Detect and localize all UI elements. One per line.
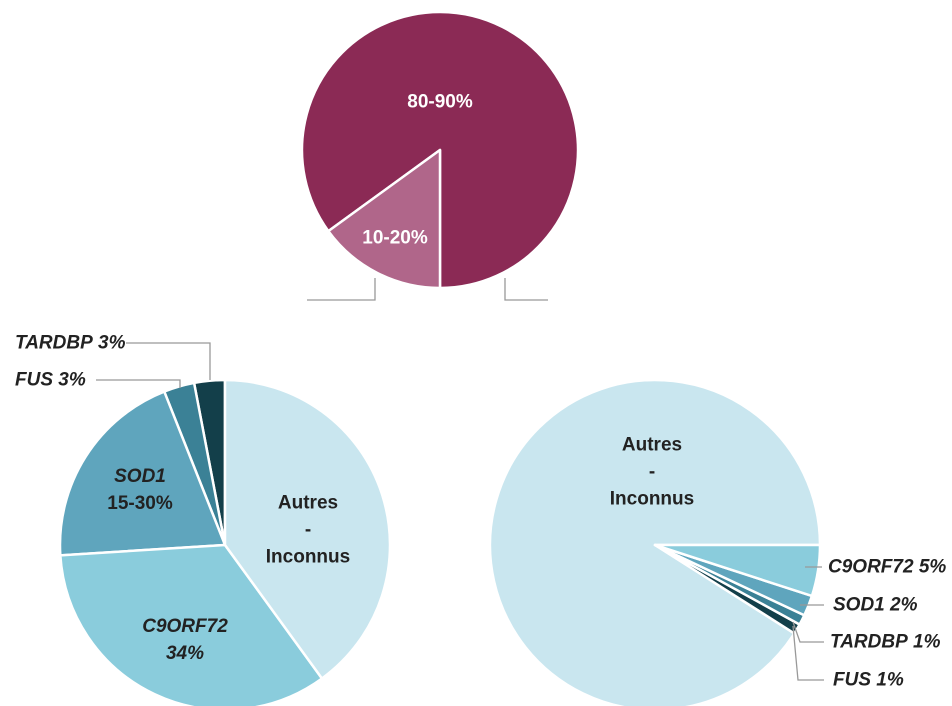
leader-line — [126, 342, 211, 380]
category-label: Autres - Inconnus — [609, 434, 695, 510]
pie-slice — [327, 148, 442, 290]
category-label: FUS — [15, 369, 53, 391]
leader-line — [96, 379, 181, 388]
slice-label: FUS 1% — [833, 667, 904, 694]
value-label: 3% — [58, 369, 86, 391]
pie-slice — [58, 390, 227, 557]
value-label: 1% — [876, 669, 904, 691]
category-label: Autres - Inconnus — [265, 492, 351, 568]
slice-label: Autres - Inconnus — [610, 432, 694, 513]
value-label: 80-90% — [407, 91, 473, 113]
leader-line — [504, 278, 548, 301]
pie-slice — [59, 543, 324, 706]
value-label: 10-20% — [362, 227, 428, 249]
leader-line — [307, 278, 376, 301]
category-label: SOD1 — [114, 466, 166, 487]
category-label: FUS — [833, 669, 871, 691]
value-label: 2% — [890, 594, 918, 616]
value-label: 5% — [918, 556, 947, 578]
pie-slice — [300, 10, 580, 290]
value-label: 15-30% — [107, 493, 173, 514]
category-label: TARDBP — [830, 631, 908, 653]
pie-slice — [488, 378, 822, 706]
slice-label: SOD1 2% — [833, 592, 918, 619]
slice-label: FUS 3% — [15, 367, 86, 394]
slice-label: TARDBP 1% — [830, 629, 941, 656]
value-label: 1% — [913, 631, 941, 653]
slice-label: 80-90% — [407, 89, 473, 116]
category-label: TARDBP — [15, 332, 93, 354]
slice-label: Autres - Inconnus — [266, 490, 350, 571]
category-label: C9ORF72 — [828, 556, 914, 578]
leader-line — [792, 621, 824, 643]
category-label: SOD1 — [833, 594, 885, 616]
slice-label: SOD1 15-30% — [107, 463, 173, 517]
slice-label: 10-20% — [362, 225, 428, 252]
leader-line — [792, 625, 824, 681]
slice-label: C9ORF72 34% — [142, 613, 228, 667]
value-label: 3% — [98, 332, 126, 354]
slice-label: C9ORF72 5% — [828, 554, 946, 581]
pie-slice — [223, 378, 392, 680]
pie-slice — [653, 543, 822, 598]
slice-label: TARDBP 3% — [15, 330, 126, 357]
category-label: C9ORF72 — [142, 616, 228, 637]
value-label: 34% — [165, 643, 205, 664]
